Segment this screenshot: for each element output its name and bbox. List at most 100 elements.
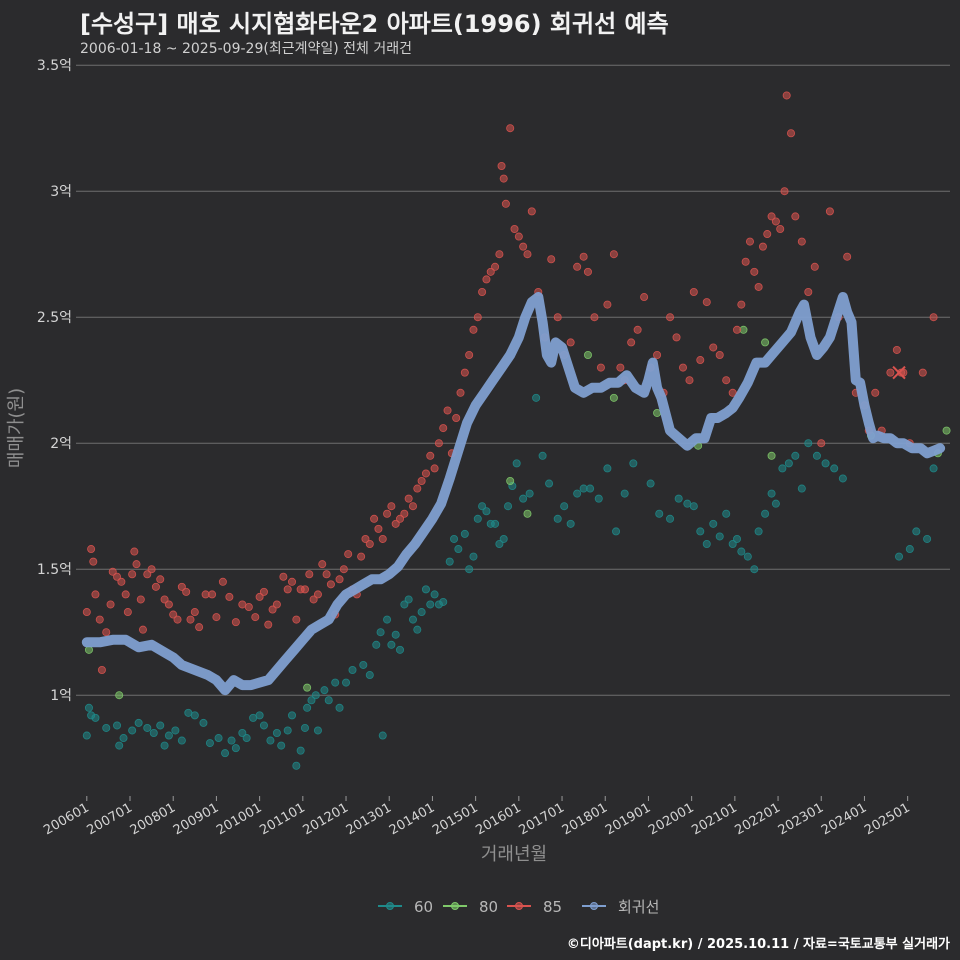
point-60 [372, 640, 381, 649]
point-60 [830, 464, 839, 473]
x-tick-label: 201001 [214, 800, 264, 838]
point-85 [750, 267, 759, 276]
highlight-marker [892, 365, 906, 380]
point-60 [134, 718, 143, 727]
point-85 [473, 313, 482, 322]
point-85 [190, 608, 199, 617]
point-85 [709, 343, 718, 352]
legend-label: 85 [543, 898, 562, 916]
point-85 [653, 350, 662, 359]
x-tick-label: 202501 [862, 800, 912, 838]
point-85 [268, 605, 277, 614]
point-85 [506, 124, 515, 133]
point-60 [733, 534, 742, 543]
point-60 [629, 459, 638, 468]
point-85 [318, 560, 327, 569]
point-85 [434, 439, 443, 448]
point-60 [905, 545, 914, 554]
point-60 [784, 459, 793, 468]
point-60 [445, 557, 454, 566]
x-axis-ticks: 2006012007012008012009012010012011012012… [41, 796, 913, 838]
point-60 [387, 640, 396, 649]
point-60 [417, 608, 426, 617]
point-85 [603, 300, 612, 309]
x-tick-label: 201101 [257, 800, 307, 838]
x-axis-label: 거래년월 [481, 844, 547, 865]
legend-label: 회귀선 [618, 898, 659, 916]
y-tick-label: 1.5억 [37, 562, 72, 578]
point-85 [609, 250, 618, 259]
point-60 [821, 459, 830, 468]
point-60 [313, 726, 322, 735]
point-60 [722, 509, 731, 518]
point-60 [465, 565, 474, 574]
point-85 [370, 514, 379, 523]
point-85 [439, 424, 448, 433]
point-60 [128, 726, 137, 735]
point-60 [512, 459, 521, 468]
point-85 [443, 406, 452, 415]
point-85 [791, 212, 800, 221]
point-60 [171, 726, 180, 735]
legend-key-dot [590, 902, 598, 910]
legend-key-dot [515, 902, 523, 910]
point-60 [421, 585, 430, 594]
point-85 [106, 600, 115, 609]
x-tick-label: 201701 [517, 800, 567, 838]
point-85 [787, 129, 796, 138]
point-85 [460, 368, 469, 377]
point-60 [895, 552, 904, 561]
point-85 [212, 613, 221, 622]
point-85 [728, 388, 737, 397]
point-80 [767, 451, 776, 460]
point-85 [292, 615, 301, 624]
point-60 [666, 514, 675, 523]
point-60 [454, 545, 463, 554]
point-85 [465, 350, 474, 359]
point-60 [603, 464, 612, 473]
y-tick-label: 1억 [50, 688, 72, 704]
x-tick-label: 201301 [344, 800, 394, 838]
point-85 [374, 524, 383, 533]
point-60 [266, 736, 275, 745]
point-60 [149, 729, 158, 738]
point-85 [279, 572, 288, 581]
point-85 [138, 625, 147, 634]
point-85 [495, 250, 504, 259]
point-60 [324, 696, 333, 705]
point-85 [810, 262, 819, 271]
point-85 [771, 217, 780, 226]
grid-lines [76, 64, 950, 696]
point-60 [400, 600, 409, 609]
point-60 [737, 547, 746, 556]
point-60 [404, 595, 413, 604]
point-60 [378, 731, 387, 740]
point-60 [164, 731, 173, 740]
point-85 [164, 600, 173, 609]
point-85 [501, 199, 510, 208]
point-60 [91, 713, 100, 722]
point-60 [532, 393, 541, 402]
point-80 [84, 645, 93, 654]
point-85 [510, 224, 519, 233]
point-85 [173, 615, 182, 624]
point-85 [553, 313, 562, 322]
point-85 [666, 313, 675, 322]
point-85 [335, 575, 344, 584]
point-85 [825, 207, 834, 216]
point-60 [199, 718, 208, 727]
point-60 [771, 499, 780, 508]
point-80 [303, 683, 312, 692]
point-85 [596, 363, 605, 372]
point-60 [383, 615, 392, 624]
y-tick-label: 2억 [50, 436, 72, 452]
point-60 [307, 696, 316, 705]
point-60 [791, 451, 800, 460]
point-60 [797, 484, 806, 493]
point-60 [84, 703, 93, 712]
point-85 [326, 580, 335, 589]
regression-line-layer [81, 292, 946, 696]
point-60 [525, 489, 534, 498]
legend: 60 80 85 회귀선 [378, 898, 659, 916]
